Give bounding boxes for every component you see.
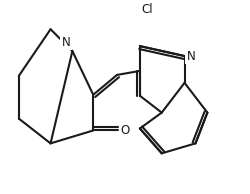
Text: N: N — [186, 49, 195, 62]
Text: N: N — [62, 36, 70, 49]
Text: O: O — [120, 124, 129, 137]
Text: Cl: Cl — [141, 3, 153, 16]
